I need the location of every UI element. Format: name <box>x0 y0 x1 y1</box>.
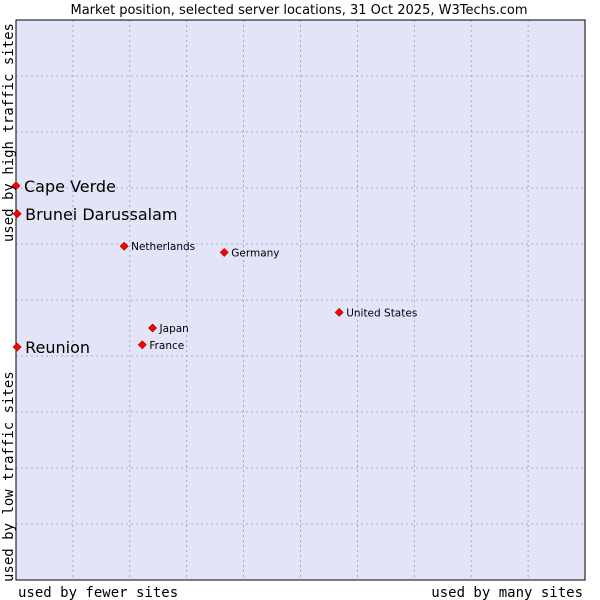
point-label-united-states: United States <box>346 307 417 319</box>
data-point-japan: Japan <box>148 323 189 335</box>
data-point-netherlands: Netherlands <box>119 241 195 253</box>
point-marker-netherlands <box>119 241 129 251</box>
data-point-germany: Germany <box>219 247 280 259</box>
data-point-reunion: Reunion <box>12 338 90 357</box>
point-marker-japan <box>148 323 157 333</box>
chart-title: Market position, selected server locatio… <box>70 3 527 18</box>
data-points: Cape Verde Brunei Darussalam Reunion Nether… <box>11 177 417 357</box>
data-point-united-states: United States <box>334 307 417 319</box>
point-label-reunion: Reunion <box>25 338 90 357</box>
point-label-france: France <box>149 340 184 352</box>
plot-border <box>15 19 586 581</box>
grid-lines <box>16 20 585 580</box>
point-label-germany: Germany <box>231 247 279 259</box>
point-label-brunei-darussalam: Brunei Darussalam <box>25 205 177 224</box>
point-marker-reunion <box>12 342 22 352</box>
x-axis-label-left: used by fewer sites <box>18 585 178 600</box>
data-point-brunei-darussalam: Brunei Darussalam <box>12 205 178 224</box>
point-label-japan: Japan <box>159 323 189 335</box>
point-marker-france <box>137 340 147 350</box>
point-label-cape-verde: Cape Verde <box>24 177 116 196</box>
y-axis-label-bottom: used by low traffic sites <box>1 371 17 582</box>
data-point-france: France <box>137 340 184 352</box>
y-axis-label-top: used by high traffic sites <box>1 23 17 242</box>
point-marker-brunei-darussalam <box>12 209 22 219</box>
point-marker-cape-verde <box>11 181 21 191</box>
point-marker-united-states <box>334 307 344 317</box>
x-axis-label-right: used by many sites <box>431 585 583 600</box>
data-point-cape-verde: Cape Verde <box>11 177 116 196</box>
point-marker-germany <box>219 247 229 257</box>
point-label-netherlands: Netherlands <box>131 241 195 253</box>
